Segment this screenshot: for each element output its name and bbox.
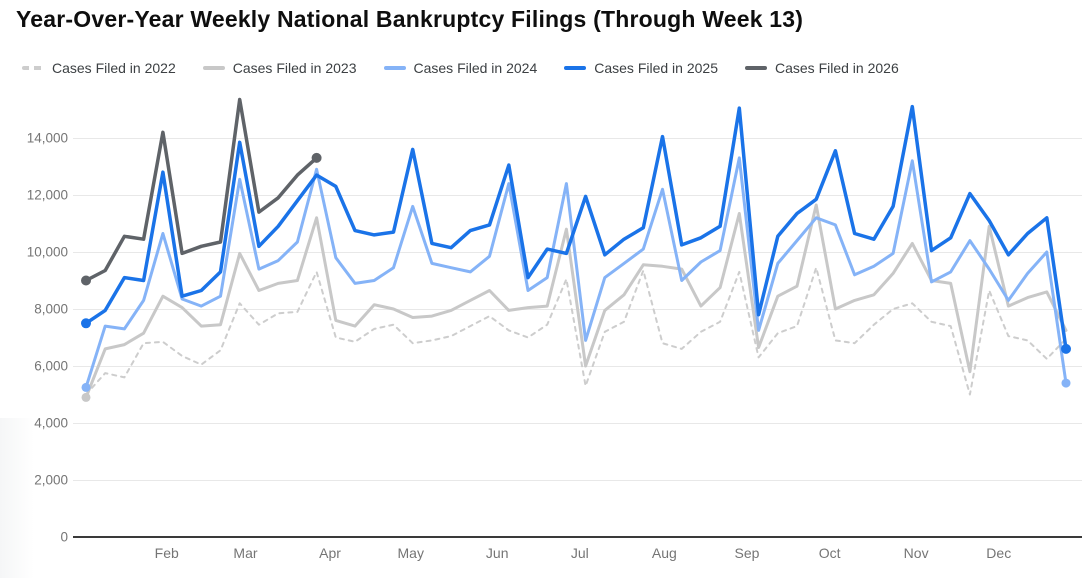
x-axis-baseline — [73, 536, 1082, 538]
series-line-2022 — [85, 266, 1067, 396]
y-tick-label-2,000: 2,000 — [34, 472, 68, 488]
x-month-label-May: May — [397, 545, 424, 561]
legend-label-2022: Cases Filed in 2022 — [52, 60, 176, 76]
legend-swatch-icon-2022 — [22, 66, 44, 70]
x-month-label-Dec: Dec — [986, 545, 1012, 561]
legend-swatch-icon-2024 — [383, 66, 406, 70]
y-tick-label-14,000: 14,000 — [26, 130, 68, 146]
legend-label-2026: Cases Filed in 2026 — [775, 60, 899, 76]
x-month-label-Sep: Sep — [734, 545, 760, 561]
legend-item-2022: Cases Filed in 2022 — [22, 60, 176, 76]
y-tick-label-8,000: 8,000 — [34, 301, 68, 317]
legend-swatch-icon-2023 — [202, 66, 225, 70]
gridline-6,000 — [73, 366, 1082, 367]
endpoint-dot-2024-end — [1061, 378, 1071, 388]
y-tick-label-12,000: 12,000 — [26, 187, 68, 203]
legend-label-2023: Cases Filed in 2023 — [232, 60, 357, 76]
x-month-label-Jul: Jul — [570, 545, 589, 561]
endpoint-dot-2026-end — [311, 152, 322, 163]
chart-legend: Cases Filed in 2022 Cases Filed in 2023 Ca… — [22, 60, 899, 76]
legend-item-2024: Cases Filed in 2024 — [383, 60, 538, 76]
x-month-label-Feb: Feb — [154, 545, 179, 561]
gridline-4,000 — [73, 423, 1082, 424]
legend-swatch-icon-2026 — [745, 66, 767, 70]
gridline-10,000 — [73, 252, 1082, 253]
y-tick-label-6,000: 6,000 — [34, 358, 68, 374]
legend-swatch-icon-2025 — [564, 66, 587, 70]
y-tick-label-4,000: 4,000 — [34, 415, 68, 431]
endpoint-dot-2025-start — [81, 318, 91, 329]
legend-item-2026: Cases Filed in 2026 — [745, 60, 899, 76]
series-line-2025 — [84, 104, 1068, 351]
legend-label-2025: Cases Filed in 2025 — [594, 60, 718, 76]
gridline-2,000 — [73, 480, 1082, 481]
x-month-label-Mar: Mar — [233, 545, 258, 561]
series-line-2024 — [84, 156, 1068, 389]
x-month-label-Aug: Aug — [651, 545, 677, 561]
gridline-12,000 — [73, 195, 1082, 196]
x-month-label-Apr: Apr — [319, 545, 341, 561]
x-month-label-Jun: Jun — [485, 545, 509, 561]
y-tick-label-10,000: 10,000 — [26, 244, 68, 260]
x-month-label-Oct: Oct — [818, 545, 841, 561]
endpoint-dot-2026-start — [81, 275, 91, 286]
legend-item-2023: Cases Filed in 2023 — [202, 60, 357, 76]
endpoint-dot-2023-start — [81, 392, 91, 402]
endpoint-dot-2025-end — [1061, 343, 1071, 354]
legend-label-2024: Cases Filed in 2024 — [413, 60, 538, 76]
chart-title: Year-Over-Year Weekly National Bankruptc… — [16, 6, 804, 32]
series-line-2026 — [84, 97, 319, 283]
gridline-14,000 — [73, 138, 1082, 139]
legend-item-2025: Cases Filed in 2025 — [564, 60, 718, 76]
y-tick-label-0: 0 — [60, 529, 68, 545]
series-line-2023 — [84, 203, 1068, 399]
x-month-label-Nov: Nov — [903, 545, 929, 561]
endpoint-dot-2024-start — [81, 382, 91, 392]
